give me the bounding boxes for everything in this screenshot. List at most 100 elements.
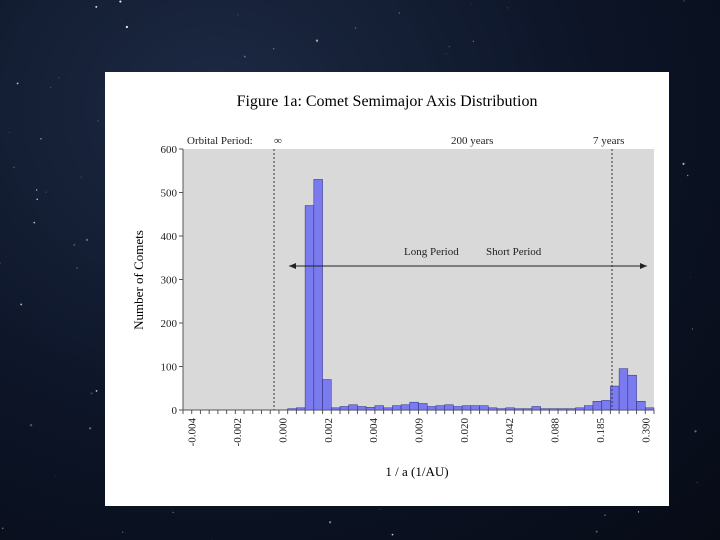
star: [694, 430, 697, 433]
period-200-years-label: 200 years: [451, 135, 493, 147]
histogram-bar: [505, 407, 515, 411]
histogram-bar: [374, 405, 384, 411]
histogram-bar: [426, 406, 437, 411]
star: [683, 0, 685, 2]
histogram-bar: [531, 406, 541, 411]
star: [97, 120, 99, 122]
histogram-bar: [592, 401, 602, 411]
y-tick-label: 100: [161, 362, 178, 374]
label-backdrop: [401, 242, 555, 260]
x-tick-label: 0.020: [459, 418, 471, 443]
histogram-bar: [618, 368, 629, 411]
histogram-bar: [331, 407, 341, 411]
star: [90, 392, 93, 395]
star: [691, 328, 694, 330]
x-tick-label: 0.009: [414, 418, 426, 443]
histogram-bar: [496, 408, 506, 411]
star: [85, 238, 89, 242]
star: [88, 427, 92, 430]
star: [448, 45, 450, 48]
histogram-bar: [488, 407, 498, 411]
histogram-bar: [409, 401, 419, 411]
star: [595, 530, 598, 533]
star: [76, 267, 78, 269]
histogram-bar: [549, 408, 559, 411]
star: [682, 162, 685, 165]
histogram-bar: [339, 406, 349, 411]
x-tick-label: 0.390: [640, 418, 652, 443]
star: [637, 511, 640, 513]
star: [690, 277, 692, 279]
plot-area: [183, 149, 654, 410]
star: [355, 27, 357, 29]
star: [211, 538, 213, 540]
x-tick-label: -0.004: [187, 418, 199, 447]
y-tick-label: 600: [161, 144, 178, 156]
histogram-bar: [636, 401, 646, 411]
histogram-bar: [322, 379, 332, 411]
star: [379, 508, 381, 510]
histogram-bar: [365, 407, 376, 411]
histogram-bar: [514, 408, 524, 411]
infinity-period-label: ∞: [274, 135, 282, 147]
star: [470, 3, 472, 5]
histogram-bar: [601, 400, 611, 411]
star: [95, 390, 98, 392]
histogram-bar: [313, 179, 323, 411]
star: [45, 191, 47, 193]
histogram-bar: [645, 407, 655, 411]
star: [80, 176, 82, 178]
histogram-bar: [583, 405, 594, 411]
x-axis-title: 1 / a (1/AU): [385, 464, 448, 479]
histogram-bar: [522, 408, 533, 411]
star: [55, 475, 56, 477]
star: [16, 82, 19, 85]
y-tick-label: 400: [161, 231, 178, 243]
star: [1, 527, 4, 530]
histogram-bar: [453, 406, 463, 411]
star: [237, 14, 239, 16]
y-tick-label: 300: [161, 275, 178, 287]
histogram-bar: [444, 404, 454, 411]
star: [243, 55, 246, 58]
arrow-left-head: [289, 263, 296, 269]
x-tick-label: 0.185: [595, 418, 607, 443]
star: [119, 0, 122, 3]
star: [445, 53, 447, 55]
star: [687, 174, 689, 177]
star: [36, 189, 38, 191]
star: [29, 424, 33, 427]
y-tick-label: 500: [161, 188, 178, 200]
star: [329, 521, 332, 524]
star: [604, 514, 606, 516]
x-tick-label: 0.042: [504, 418, 516, 443]
x-tick-label: 0.000: [277, 418, 289, 443]
star: [121, 19, 122, 21]
long-period-label: Long Period: [404, 246, 459, 258]
short-period-label: Short Period: [486, 246, 542, 258]
star: [122, 531, 124, 533]
star: [191, 516, 193, 517]
star: [391, 533, 394, 536]
histogram-bar: [287, 408, 297, 411]
y-axis-title: Number of Comets: [131, 230, 146, 330]
histogram-bar: [357, 406, 367, 411]
star: [0, 262, 1, 264]
star: [398, 12, 400, 14]
chart-image: Figure 1a: Comet Semimajor Axis Distribu…: [105, 72, 669, 506]
star: [95, 5, 98, 8]
chart-title: Figure 1a: Comet Semimajor Axis Distribu…: [237, 93, 538, 110]
star: [172, 511, 174, 513]
histogram-bar: [383, 407, 393, 411]
histogram-bar: [557, 408, 568, 411]
star: [315, 39, 319, 42]
star: [506, 7, 508, 9]
x-tick-label: 0.004: [368, 418, 380, 443]
y-ticks-group: 0 100 200 300 400 500 600: [161, 144, 183, 417]
star: [73, 243, 76, 246]
arrow-right-head: [640, 263, 647, 269]
histogram-bar: [470, 405, 480, 411]
comet-histogram-chart: Figure 1a: Comet Semimajor Axis Distribu…: [131, 93, 655, 479]
orbital-period-label: Orbital Period:: [187, 135, 253, 147]
star: [36, 198, 38, 201]
